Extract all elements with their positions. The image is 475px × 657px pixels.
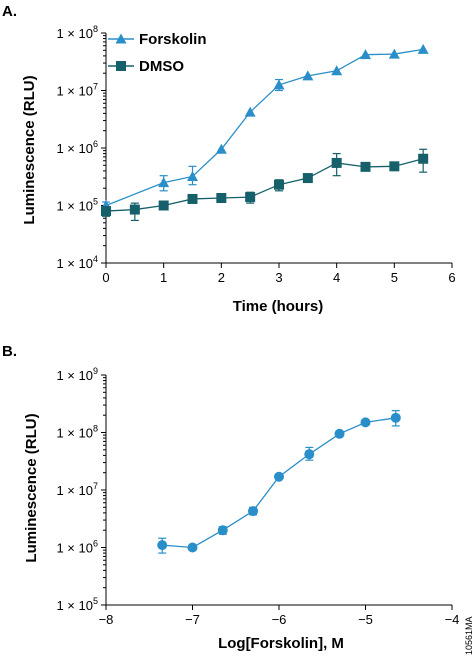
panel-b-data-point	[157, 540, 168, 551]
panel-a-data-point	[331, 157, 342, 168]
panel-a-y-tick-label: 1 × 105	[56, 197, 98, 214]
panel-a-data-point	[302, 173, 313, 184]
legend-item-dmso: DMSO	[108, 58, 184, 75]
panel-a-y-tick-label: 1 × 108	[56, 24, 98, 41]
panel-a-x-tick-label: 5	[391, 270, 398, 285]
panel-a-data-point	[331, 65, 343, 76]
panel-a-data-point	[215, 143, 227, 154]
panel-b-y-tick-label: 1 × 108	[56, 424, 98, 441]
panel-a-data-point	[418, 153, 429, 164]
panel-a-x-tick-label: 4	[333, 270, 340, 285]
panel-a-data-point	[158, 177, 170, 188]
panel-a-y-axis-title: Luminescence (RLU)	[21, 75, 38, 224]
panel-b-data-point	[248, 506, 259, 517]
panel-a-legend: Forskolin DMSO	[108, 31, 207, 75]
panel-b-data-point	[274, 471, 284, 482]
panel-a-y-tick-label: 1 × 107	[56, 82, 98, 99]
panel-b-chart: B. Luminescence (RLU) Log[Forskolin], M …	[2, 343, 459, 652]
panel-b-data-point	[360, 417, 371, 428]
panel-a-y-tick-label: 1 × 104	[56, 254, 98, 271]
panel-a-data-point	[274, 179, 284, 190]
panel-a-data-point	[101, 206, 111, 217]
panel-a-data-point	[158, 200, 169, 211]
panel-b-y-tick-label: 1 × 106	[56, 539, 98, 556]
legend-label: DMSO	[139, 58, 184, 75]
panel-a-data-point	[388, 48, 400, 59]
legend-label: Forskolin	[139, 31, 207, 48]
panel-a-data-point	[187, 193, 198, 204]
panel-a-data-point	[389, 161, 400, 172]
panel-a-label: A.	[2, 3, 17, 20]
legend-marker	[116, 61, 126, 71]
panel-a-data-point	[360, 161, 371, 172]
panel-a-data-point	[216, 193, 227, 204]
panel-b-x-tick-label: −7	[185, 612, 200, 627]
panel-a-x-tick-label: 1	[160, 270, 167, 285]
panel-a-data-point	[129, 204, 140, 215]
panel-b-y-tick-label: 1 × 109	[56, 366, 98, 383]
panel-b-x-tick-label: −6	[272, 612, 287, 627]
panel-a-data-point	[273, 79, 285, 90]
panel-a-y-tick-label: 1 × 106	[56, 139, 98, 156]
panel-a-x-tick-label: 2	[218, 270, 225, 285]
panel-b-data-point	[334, 428, 345, 439]
panel-b-y-axis-title: Luminescence (RLU)	[23, 413, 40, 562]
panel-b-series-line	[162, 417, 396, 549]
panel-b-x-tick-label: −4	[445, 612, 460, 627]
panel-b-data-point	[304, 449, 315, 460]
panel-a-x-tick-label: 3	[275, 270, 282, 285]
panel-a-series-line	[105, 158, 424, 212]
panel-a-x-axis-title: Time (hours)	[233, 298, 324, 315]
legend-item-forskolin: Forskolin	[108, 31, 207, 48]
panel-a-series-dmso	[101, 148, 429, 222]
panel-a-data-point	[244, 106, 256, 117]
panel-b-y-tick-label: 1 × 107	[56, 481, 98, 498]
panel-b-data-point	[390, 412, 401, 423]
panel-b-x-tick-label: −8	[99, 612, 114, 627]
panel-a-data-point	[245, 192, 256, 203]
panel-b-x-axis-title: Log[Forskolin], M	[218, 635, 344, 652]
panel-b-y-tick-label: 1 × 105	[56, 596, 98, 613]
panel-b-data-point	[187, 542, 198, 553]
figure-code: 10561MA	[464, 616, 474, 655]
legend-marker	[115, 33, 127, 44]
panel-a-data-point	[187, 170, 198, 181]
panel-a-x-tick-label: 6	[448, 270, 455, 285]
panel-a-series-forskolin	[100, 43, 429, 211]
panel-b-data-point	[217, 525, 228, 536]
panel-b-label: B.	[2, 343, 17, 360]
panel-b-x-tick-label: −5	[358, 612, 373, 627]
panel-a-data-point	[302, 70, 314, 81]
panel-b-series-response	[157, 410, 401, 554]
panel-a-data-point	[360, 49, 371, 60]
panel-a-chart: A. Luminescence (RLU) Time (hours) Forsk…	[2, 3, 456, 315]
panel-a-data-point	[417, 43, 429, 54]
panel-a-x-tick-label: 0	[102, 270, 109, 285]
